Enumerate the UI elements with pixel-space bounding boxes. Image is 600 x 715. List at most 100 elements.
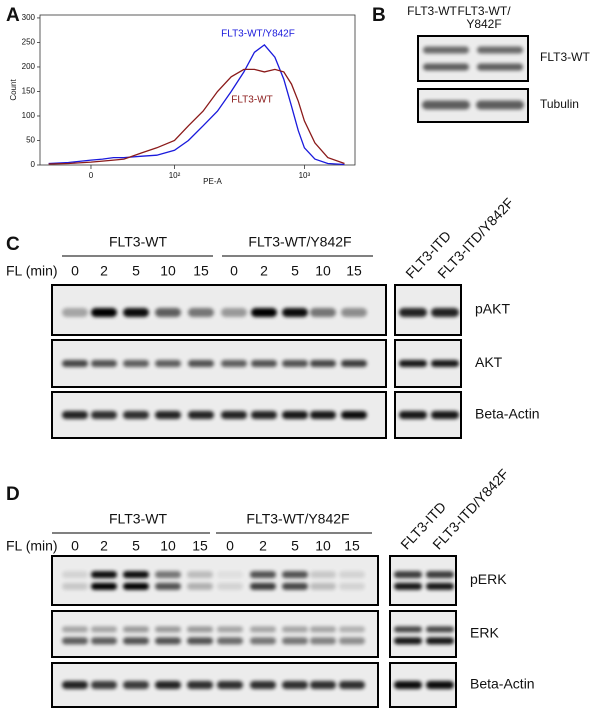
series-line [48, 44, 345, 166]
band [476, 100, 524, 110]
blot-label: FLT3-WT [540, 50, 590, 64]
band [217, 681, 243, 689]
band [91, 308, 117, 317]
blot-label: Tubulin [540, 97, 579, 111]
band [155, 411, 181, 419]
band [217, 626, 243, 633]
time-label: FL (min) [6, 538, 58, 554]
time-point: 0 [71, 263, 79, 279]
band [339, 626, 365, 633]
band [155, 681, 181, 689]
band [310, 637, 336, 645]
band [310, 681, 336, 689]
group-label: FLT3-WT/Y842F [246, 511, 349, 527]
band [426, 582, 454, 590]
series-name: FLT3-WT/Y842F [221, 29, 295, 40]
band [431, 308, 459, 317]
blot-frame [389, 610, 457, 658]
blot-label: Beta-Actin [475, 406, 540, 422]
time-point: 2 [100, 538, 108, 554]
time-point: 5 [132, 263, 140, 279]
band [423, 46, 469, 54]
band [155, 571, 181, 579]
band [426, 626, 454, 633]
band [282, 360, 308, 367]
band [123, 681, 149, 689]
time-point: 2 [100, 263, 108, 279]
band [187, 637, 213, 645]
band [310, 571, 336, 579]
band [431, 411, 459, 419]
band [282, 308, 308, 317]
blot-frame [389, 555, 457, 606]
time-point: 2 [260, 263, 268, 279]
blot-label: ERK [470, 625, 499, 641]
band [91, 626, 117, 633]
band [221, 360, 247, 367]
panel-letter: D [6, 484, 20, 505]
band [91, 571, 117, 579]
band [310, 582, 336, 590]
band [221, 411, 247, 419]
band [187, 582, 213, 590]
blot-frame [51, 555, 379, 606]
band [123, 637, 149, 645]
band [477, 63, 523, 71]
band [250, 626, 276, 633]
band [62, 308, 88, 317]
band [123, 626, 149, 633]
time-point: 0 [226, 538, 234, 554]
band [123, 360, 149, 367]
x-axis-label: PE-A [203, 177, 222, 186]
band [123, 571, 149, 579]
group-label: FLT3-WT/Y842F [248, 234, 351, 250]
band [123, 411, 149, 419]
band [394, 571, 422, 579]
column-header: FLT3-WT [407, 4, 457, 18]
band [341, 308, 367, 317]
band [250, 681, 276, 689]
band [91, 681, 117, 689]
panel-letter: C [6, 234, 20, 255]
series-name: FLT3-WT [231, 95, 272, 106]
band [250, 637, 276, 645]
y-tick-label: 250 [22, 38, 36, 47]
band [187, 681, 213, 689]
band [155, 308, 181, 317]
x-tick-label: 0 [89, 171, 94, 180]
time-point: 0 [230, 263, 238, 279]
band [188, 308, 214, 317]
time-label: FL (min) [6, 263, 58, 279]
x-tick-label: 10² [169, 171, 181, 180]
band [188, 360, 214, 367]
band [310, 308, 336, 317]
band [62, 411, 88, 419]
band [282, 637, 308, 645]
band [399, 308, 427, 317]
column-header: Y842F [466, 17, 501, 31]
band [251, 360, 277, 367]
band [282, 681, 308, 689]
time-point: 10 [315, 263, 331, 279]
band [187, 626, 213, 633]
y-tick-label: 0 [31, 160, 36, 169]
band [250, 571, 276, 579]
band [155, 637, 181, 645]
y-tick-label: 100 [22, 111, 36, 120]
band [62, 626, 88, 633]
band [426, 571, 454, 579]
blot-frame [51, 610, 379, 658]
band [399, 411, 427, 419]
time-point: 15 [193, 263, 209, 279]
band [431, 360, 459, 367]
band [477, 46, 523, 54]
band [123, 582, 149, 590]
band [250, 582, 276, 590]
band [221, 308, 247, 317]
band [310, 626, 336, 633]
band [282, 582, 308, 590]
time-point: 5 [291, 263, 299, 279]
time-point: 15 [344, 538, 360, 554]
band [251, 411, 277, 419]
